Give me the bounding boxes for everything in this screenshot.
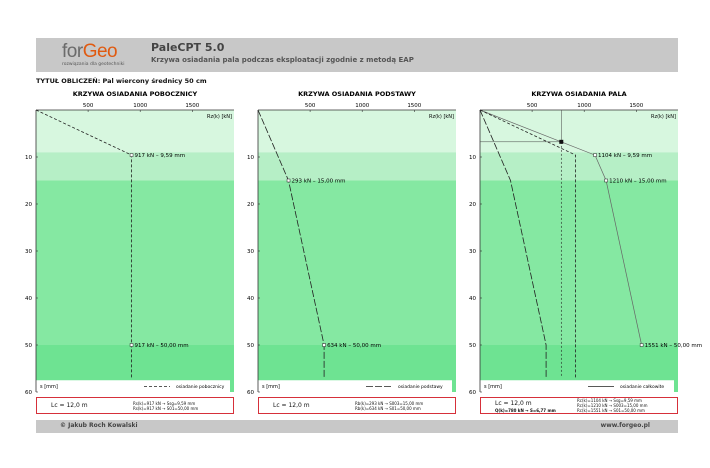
data-label: 917 kN – 50,00 mm xyxy=(135,343,189,349)
data-label: 917 kN – 9,59 mm xyxy=(135,153,186,159)
data-point xyxy=(286,178,291,183)
zone-band xyxy=(258,152,456,181)
y-tick-label: 60 xyxy=(247,390,254,396)
series-line xyxy=(257,109,325,378)
load-marker xyxy=(559,139,564,144)
y-tick-label: 40 xyxy=(469,296,476,302)
y-tick-label: 10 xyxy=(25,155,32,161)
footer-bar: © Jakub Roch Kowalski www.forgeo.pl xyxy=(36,420,678,433)
x-tick-label: 500 xyxy=(83,103,94,109)
y-tick-label: 50 xyxy=(469,343,476,349)
info-line: Rc(k)=1104 kN → Ssg=9,59 mm xyxy=(577,398,642,403)
data-point xyxy=(593,153,597,157)
y-tick-label: 40 xyxy=(247,296,254,302)
x-axis-label: Rz(k) [kN] xyxy=(429,114,454,120)
legend-label: osiadanie całkowite xyxy=(620,384,664,390)
y-tick-label: 10 xyxy=(469,155,476,161)
legend-background xyxy=(258,380,452,393)
series-line xyxy=(479,109,547,378)
x-tick-label: 1000 xyxy=(355,103,369,109)
data-label: 1210 kN – 15,00 mm xyxy=(609,179,667,185)
data-point xyxy=(129,153,134,157)
zone-band xyxy=(258,110,456,153)
zone-band xyxy=(36,180,234,345)
zone-band xyxy=(36,110,234,153)
x-tick-label: 500 xyxy=(305,103,316,109)
y-tick-label: 20 xyxy=(247,202,254,208)
y-tick-label: 20 xyxy=(25,202,32,208)
chart-title: KRZYWA OSIADANIA PALA xyxy=(531,90,626,98)
y-tick-label: 30 xyxy=(247,249,254,255)
y-tick-label: 50 xyxy=(25,343,32,349)
info-line: Rc(k)=1210 kN → S003=15,00 mm xyxy=(577,403,648,408)
info-box-shaft: Lc = 12,0 m Rs(k)=917 kN → Ssg=9,59 mm R… xyxy=(36,397,234,414)
legend-background xyxy=(480,380,674,393)
x-tick-label: 1000 xyxy=(577,103,591,109)
pile-length: Lc = 12,0 m xyxy=(495,400,532,407)
y-tick-label: 60 xyxy=(25,390,32,396)
y-tick-label: 10 xyxy=(247,155,254,161)
y-axis-label: s [mm] xyxy=(262,384,280,390)
legend-label: osiadanie podstawy xyxy=(398,384,443,390)
zone-band xyxy=(480,152,678,181)
info-line: Rb(k)=634 kN → S01=50,00 mm xyxy=(355,406,421,411)
data-point xyxy=(322,343,326,347)
info-line: Rs(k)=917 kN → Ssg=9,59 mm xyxy=(133,401,196,406)
zone-band xyxy=(36,152,234,181)
data-label: 1551 kN – 50,00 mm xyxy=(645,343,703,349)
pile-length: Lc = 12,0 m xyxy=(273,402,310,409)
data-label: 634 kN – 50,00 mm xyxy=(327,343,381,349)
data-point xyxy=(639,343,644,347)
legend-label: osiadanie pobocznicy xyxy=(176,384,225,390)
series-line xyxy=(479,109,576,378)
forgeo-logo: forGeo xyxy=(62,41,118,62)
calculation-title: TYTUŁ OBLICZEŃ: Pal wiercony średnicy 50… xyxy=(36,77,207,85)
app-title: PaleCPT 5.0 xyxy=(151,41,225,54)
y-axis-label: s [mm] xyxy=(484,384,502,390)
x-tick-label: 1500 xyxy=(629,103,643,109)
x-tick-label: 1000 xyxy=(133,103,147,109)
x-axis-label: Rz(k) [kN] xyxy=(651,114,676,120)
chart-title: KRZYWA OSIADANIA POBOCZNICY xyxy=(73,90,198,98)
legend-background xyxy=(36,380,230,393)
y-tick-label: 20 xyxy=(469,202,476,208)
info-line: Rb(k)=293 kN → S003=15,00 mm xyxy=(355,401,424,406)
info-line: Rs(k)=917 kN → S01=50,00 mm xyxy=(133,406,199,411)
info-line: Rc(k)=1551 kN → S01=50,00 mm xyxy=(577,408,645,413)
y-tick-label: 50 xyxy=(247,343,254,349)
header-bar: forGeo rozwiązania dla geotechniki PaleC… xyxy=(36,38,678,72)
zone-band xyxy=(480,180,678,345)
y-tick-label: 40 xyxy=(25,296,32,302)
y-axis-label: s [mm] xyxy=(40,384,58,390)
chart-title: KRZYWA OSIADANIA PODSTAWY xyxy=(298,90,416,98)
y-tick-label: 30 xyxy=(469,249,476,255)
zone-band xyxy=(480,110,678,153)
author: © Jakub Roch Kowalski xyxy=(60,422,138,429)
data-point xyxy=(604,178,608,183)
zone-band xyxy=(258,180,456,345)
info-box-base: Lc = 12,0 m Rb(k)=293 kN → S003=15,00 mm… xyxy=(258,397,456,414)
logo-tagline: rozwiązania dla geotechniki xyxy=(62,62,125,67)
data-label: 1104 kN – 9,59 mm xyxy=(598,153,652,159)
x-tick-label: 1500 xyxy=(185,103,199,109)
x-tick-label: 500 xyxy=(527,103,538,109)
data-point xyxy=(129,343,134,347)
series-line xyxy=(479,109,642,346)
website: www.forgeo.pl xyxy=(600,422,650,429)
y-tick-label: 30 xyxy=(25,249,32,255)
data-label: 293 kN – 15,00 mm xyxy=(292,179,346,185)
y-tick-label: 60 xyxy=(469,390,476,396)
pile-length: Lc = 12,0 m xyxy=(51,402,88,409)
x-tick-label: 1500 xyxy=(407,103,421,109)
app-subtitle: Krzywa osiadania pala podczas eksploatac… xyxy=(151,56,414,64)
load-settlement: Q(k)=780 kN → S=6,77 mm xyxy=(495,408,556,413)
info-box-pile: Lc = 12,0 m Q(k)=780 kN → S=6,77 mm Rc(k… xyxy=(480,397,678,414)
x-axis-label: Rz(k) [kN] xyxy=(207,114,232,120)
